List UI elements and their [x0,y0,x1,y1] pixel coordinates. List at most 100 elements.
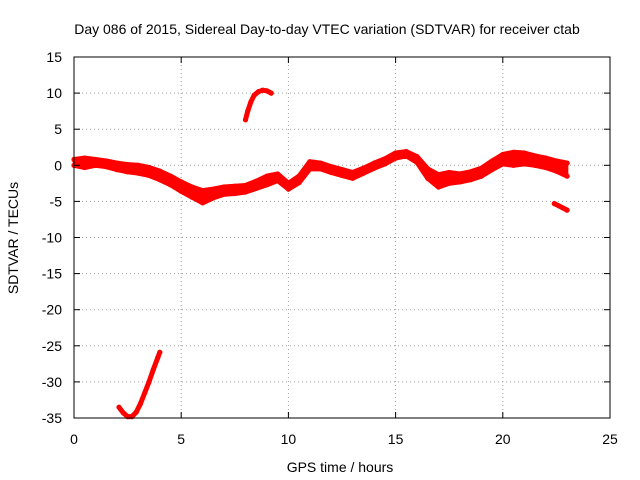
y-tick-label: -25 [42,338,62,354]
data-point [425,175,431,181]
data-point [553,168,560,174]
y-tick-label: -5 [50,193,63,209]
data-point [328,164,334,170]
data-point [82,155,88,161]
data-point [339,172,345,178]
data-point [200,200,206,206]
data-point [155,355,161,361]
data-point [221,191,227,197]
data-point [543,155,549,161]
y-tick-label: -10 [42,230,62,246]
data-point [371,160,377,166]
data-point [189,184,195,190]
data-point [339,167,345,173]
data-point [403,149,409,155]
data-point [489,167,495,173]
data-point [146,379,152,385]
data-point [189,194,195,200]
x-tick-label: 25 [602,431,618,447]
data-point [275,171,281,177]
y-tick-labels: 15 10 5 0 -5 -10 -15 -20 -25 -30 -35 [42,49,62,426]
data-point [457,179,463,185]
x-tick-labels: 0 5 10 15 20 25 [70,431,618,447]
data-point [457,171,463,177]
axis-ticks [73,56,611,419]
data-point [446,169,452,176]
series-upper-arc [243,87,274,123]
x-tick-label: 0 [70,431,78,447]
data-point [564,173,570,179]
x-tick-label: 20 [495,431,511,447]
data-point [125,169,131,175]
data-point [285,180,291,186]
data-point [92,162,98,168]
data-point [232,183,238,189]
data-point [260,87,266,93]
data-point [403,153,409,159]
data-point [200,188,206,194]
data-point [468,177,474,183]
data-point [242,117,249,123]
x-tick-label: 10 [281,431,297,447]
series-lower-arc [116,349,163,420]
y-tick-label: 0 [54,157,62,173]
data-point [103,164,109,170]
data-point [264,173,270,179]
data-point [318,160,324,166]
data-point [560,205,566,211]
data-point [414,154,420,160]
data-point [393,155,399,161]
data-point [435,172,442,178]
data-point [242,182,249,189]
y-tick-label: -35 [42,410,62,426]
data-point [532,162,538,168]
data-point [532,153,538,159]
data-point [255,89,261,95]
data-point [210,195,216,201]
data-point [146,172,152,178]
data-point [114,160,120,166]
data-point [221,184,227,190]
data-point [307,166,313,172]
data-point [350,175,356,181]
data-point [264,182,270,188]
data-point [135,170,141,176]
data-point [232,190,238,197]
data-point [510,162,517,168]
data-point [564,207,570,213]
data-point [103,158,109,164]
data-point [500,151,506,158]
data-point [242,189,249,195]
data-point [142,390,148,396]
data-point [350,169,356,176]
data-point [510,149,517,155]
data-point [253,185,259,191]
y-tick-label: -30 [42,374,62,390]
data-point [382,161,388,167]
data-point [489,158,495,164]
data-point [150,367,156,373]
x-tick-label: 5 [177,431,185,447]
data-point [275,177,281,184]
data-point [157,177,163,183]
data-point [307,159,313,165]
data-point [251,92,257,98]
data-point [92,156,98,163]
data-point [414,159,420,165]
data-point [268,90,274,96]
y-tick-label: -15 [42,266,62,282]
data-point [125,162,131,168]
data-point [521,150,527,156]
data-point [296,180,302,186]
data-point [553,158,560,164]
y-tick-label: 10 [46,85,62,101]
data-point [167,173,174,179]
data-point [285,186,291,192]
data-point [360,165,366,171]
y-tick-label: -20 [42,302,62,318]
data-point [435,184,442,190]
data-point [382,156,388,162]
data-point [564,160,570,166]
grid-lines [74,57,610,418]
data-point [521,161,527,167]
